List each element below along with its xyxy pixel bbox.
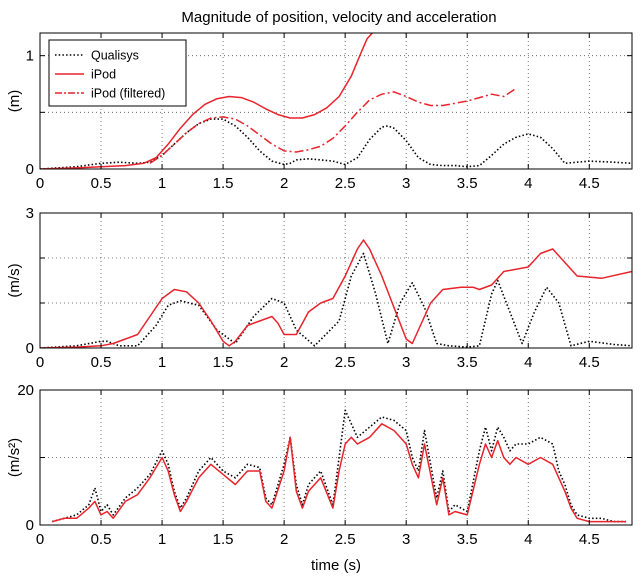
series-line-qualisys — [40, 118, 632, 169]
x-tick-label: 3 — [402, 354, 410, 371]
x-tick-label: 4 — [524, 531, 532, 548]
x-tick-label: 2.5 — [335, 354, 356, 371]
y-tick-label: 0 — [26, 161, 34, 178]
x-tick-label: 2.5 — [335, 175, 356, 192]
y-axis-label: (m) — [6, 90, 23, 113]
legend-label: iPod — [91, 68, 116, 82]
x-tick-label: 1.5 — [213, 354, 234, 371]
y-tick-label: 0 — [26, 340, 34, 357]
x-tick-label: 2 — [280, 354, 288, 371]
axes-frame — [39, 32, 633, 170]
x-tick-label: 0.5 — [91, 531, 112, 548]
chart-panels: 0 0.5 1 1.5 2 2.5 3 3.5 4 4.5 0 1 (m) 0 0.5 1 1.5 2 2.5 3 3.… — [6, 32, 633, 574]
legend-label: Qualisys — [91, 49, 139, 63]
x-tick-label: 1 — [158, 354, 166, 371]
series-line-ipod — [52, 423, 626, 523]
x-tick-label: 4.5 — [579, 531, 600, 548]
y-tick-label: 3 — [26, 205, 34, 222]
x-tick-label: 4 — [524, 175, 532, 192]
y-tick-label: 0 — [26, 517, 34, 534]
series-line-ipod — [40, 239, 632, 348]
y-axis-label: (m/s) — [6, 263, 23, 297]
series-line-qualisys — [51, 409, 626, 523]
x-tick-label: 1.5 — [213, 175, 234, 192]
x-tick-label: 1 — [158, 531, 166, 548]
x-tick-label: 2 — [280, 531, 288, 548]
x-tick-label: 0.5 — [91, 175, 112, 192]
x-tick-label: 1 — [158, 175, 166, 192]
x-tick-label: 3.5 — [457, 531, 478, 548]
y-tick-label: 1 — [26, 48, 34, 65]
x-tick-label: 0 — [36, 531, 44, 548]
x-tick-label: 2.5 — [335, 531, 356, 548]
y-axis-label: (m/s²) — [6, 438, 23, 477]
y-tick-label: 20 — [17, 382, 34, 399]
chart-panel-1: 0 0.5 1 1.5 2 2.5 3 3.5 4 4.5 0 1 (m) — [6, 32, 633, 192]
chart-panel-2: 0 0.5 1 1.5 2 2.5 3 3.5 4 4.5 0 3 (m/s) — [6, 205, 633, 371]
x-tick-label: 0 — [36, 354, 44, 371]
x-tick-label: 1.5 — [213, 531, 234, 548]
x-tick-label: 0 — [36, 175, 44, 192]
legend: Qualisys iPod iPod (filtered) — [48, 39, 187, 107]
x-tick-label: 3 — [402, 175, 410, 192]
axes-frame — [39, 212, 633, 349]
chart-title: Magnitude of position, velocity and acce… — [181, 9, 496, 26]
x-tick-label: 3.5 — [457, 354, 478, 371]
series-line-qualisys — [40, 252, 632, 348]
x-tick-label: 4.5 — [579, 175, 600, 192]
x-tick-label: 2 — [280, 175, 288, 192]
legend-label: iPod (filtered) — [91, 87, 165, 101]
x-tick-label: 3.5 — [457, 175, 478, 192]
x-tick-label: 0.5 — [91, 354, 112, 371]
x-tick-label: 3 — [402, 531, 410, 548]
x-axis-label: time (s) — [311, 557, 361, 574]
x-tick-label: 4 — [524, 354, 532, 371]
legend-box — [48, 39, 187, 107]
series-line-ipod — [40, 33, 374, 169]
chart-panel-3: 0 0.5 1 1.5 2 2.5 3 3.5 4 4.5 0 20 (m/s²) time (s) — [6, 382, 633, 574]
x-tick-label: 4.5 — [579, 354, 600, 371]
series-line-ipod-filtered- — [149, 87, 517, 164]
